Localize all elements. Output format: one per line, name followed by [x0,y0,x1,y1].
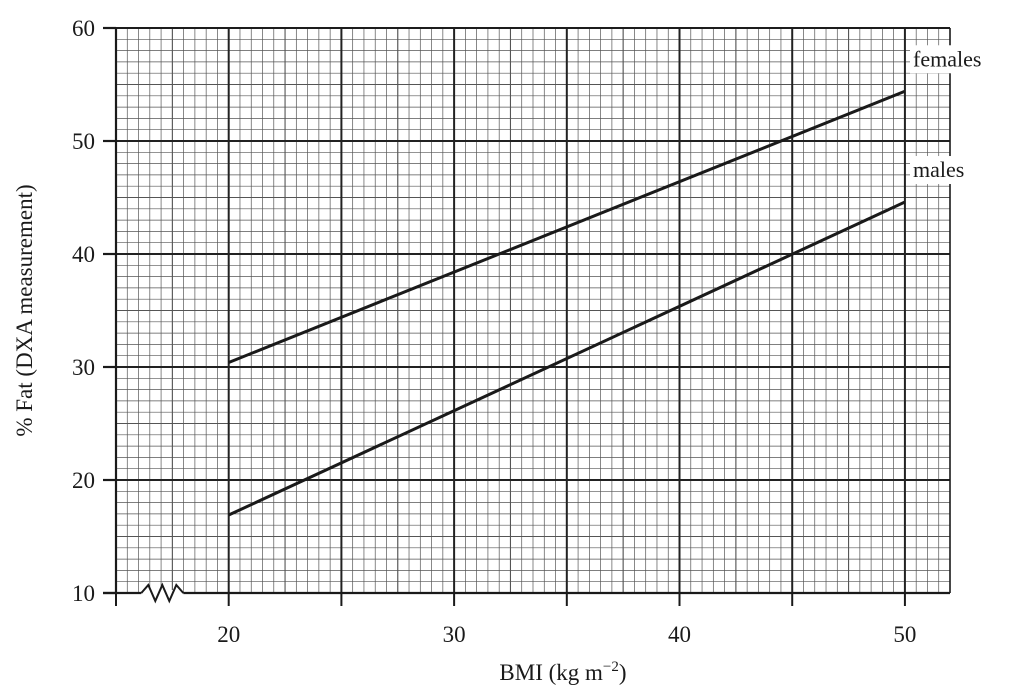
x-tick-label: 30 [443,622,466,647]
series-lines [228,89,906,517]
x-axis-title-superscript: −2 [603,659,619,675]
y-tick-label: 10 [72,581,95,606]
series-label-males: males [913,157,964,182]
x-axis-title-text: BMI (kg m [499,660,603,685]
y-tick-labels: 10 20 30 40 50 60 [72,16,95,606]
series-label-background [910,45,1005,74]
series-line-females [228,89,906,364]
x-tick-label: 20 [217,622,240,647]
series-line-males [228,200,906,517]
x-tick-label: 50 [893,622,916,647]
y-tick-label: 20 [72,468,95,493]
y-axis-title: % Fat (DXA measurement) [12,184,37,436]
axis-break-gap [141,590,184,596]
axis-break-icon [140,582,185,604]
y-tick-label: 60 [72,16,95,41]
y-tick-label: 50 [72,129,95,154]
x-axis-title: BMI (kg m−2) [499,659,626,685]
y-tick-label: 30 [72,355,95,380]
x-tick-label: 40 [668,622,691,647]
x-tick-labels: 20 30 40 50 [217,622,916,647]
series-label-females: females [913,46,981,71]
axes [103,26,951,606]
series-labels: females males [910,45,1005,185]
x-axis-title-close: ) [619,660,627,685]
y-tick-label: 40 [72,242,95,267]
series-label-background [910,156,1005,185]
